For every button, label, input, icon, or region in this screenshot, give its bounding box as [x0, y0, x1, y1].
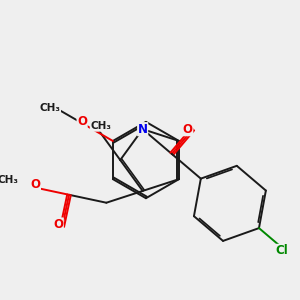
Text: N: N: [138, 123, 148, 136]
Text: O: O: [183, 123, 193, 136]
Text: O: O: [53, 218, 63, 231]
Text: Cl: Cl: [276, 244, 289, 257]
Text: O: O: [77, 115, 87, 128]
Text: O: O: [30, 178, 40, 191]
Text: CH₃: CH₃: [90, 121, 111, 131]
Text: CH₃: CH₃: [40, 103, 61, 112]
Text: CH₃: CH₃: [0, 175, 18, 185]
